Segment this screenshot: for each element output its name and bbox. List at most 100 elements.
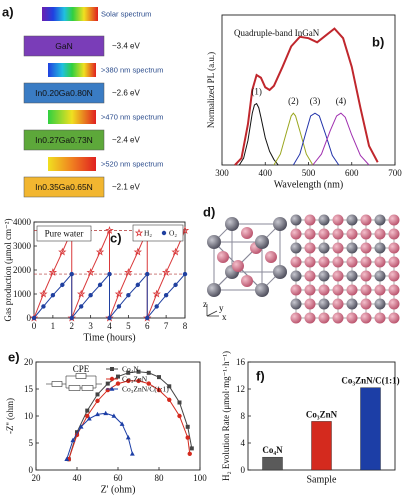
atom	[374, 214, 386, 226]
y-tick-label: 2000	[13, 265, 32, 275]
y-axis-label: Gas production (μmol cm⁻²)	[3, 218, 13, 321]
marker	[171, 247, 180, 256]
atom	[255, 235, 269, 249]
marker	[161, 230, 167, 236]
layer-box	[23, 176, 105, 198]
x-tick-label: 40	[73, 473, 83, 483]
legend-label: Co₃ZnN/C(1:1)	[122, 385, 169, 394]
atom	[346, 242, 358, 254]
marker	[39, 289, 48, 298]
circuit-element	[81, 385, 94, 391]
circuit-element	[51, 381, 63, 387]
marker	[124, 268, 133, 276]
atom	[273, 217, 287, 231]
x-axis-label: Sample	[307, 475, 338, 486]
series-line	[273, 112, 314, 166]
marker	[182, 271, 188, 277]
atom	[346, 270, 358, 282]
atom	[388, 242, 400, 254]
marker	[50, 293, 56, 298]
atom	[241, 227, 253, 239]
atom	[332, 228, 344, 240]
layer-box	[23, 129, 105, 151]
marker	[69, 271, 74, 277]
marker	[58, 247, 67, 256]
bar-label: Co₄N	[262, 445, 283, 455]
x-tick-label: 700	[388, 168, 402, 178]
marker	[78, 304, 84, 309]
series-line	[68, 371, 193, 460]
curve-label: (3)	[310, 96, 321, 106]
y-tick-label: 4	[241, 438, 246, 448]
atom	[332, 284, 344, 296]
annotation: Quadruple-band InGaN	[234, 28, 320, 38]
atom	[304, 242, 316, 254]
atom	[318, 270, 330, 282]
marker	[103, 410, 109, 416]
y-tick-label: 0	[27, 313, 32, 323]
x-axis-label: Time (hours)	[83, 333, 135, 344]
atom	[388, 298, 400, 310]
x-tick-label: 400	[259, 168, 273, 178]
y-axis-label: Normalized PL (a.u.)	[206, 52, 216, 128]
atom	[374, 228, 386, 240]
marker	[136, 369, 141, 374]
y-axis-label: H₂ Evolution Rate (μmol·mg⁻¹·h⁻¹)	[221, 351, 231, 481]
spectrum-bar	[42, 7, 98, 21]
marker	[189, 446, 194, 451]
atom	[318, 214, 330, 226]
y-tick-label: 3000	[13, 241, 32, 251]
y-tick-label: 5	[29, 438, 34, 448]
atom	[304, 284, 316, 296]
atom	[388, 270, 400, 282]
atom	[332, 242, 344, 254]
spectrum-label: Solar spectrum	[101, 10, 151, 19]
spectrum-bar	[48, 63, 96, 77]
marker	[95, 392, 100, 397]
y-tick-label: 20	[24, 357, 34, 367]
atom	[304, 214, 316, 226]
atom	[374, 242, 386, 254]
x-tick-label: 100	[193, 473, 207, 483]
atom	[318, 298, 330, 310]
x-tick-label: 1	[51, 321, 56, 331]
marker	[95, 247, 105, 256]
x-tick-label: 8	[183, 321, 188, 331]
marker	[69, 315, 74, 321]
atom	[290, 284, 302, 296]
atom	[290, 256, 302, 268]
atom	[388, 284, 400, 296]
atom	[388, 214, 400, 226]
marker	[156, 387, 162, 393]
marker	[97, 282, 103, 288]
annotation-box	[36, 225, 92, 242]
marker	[48, 268, 58, 276]
marker	[115, 381, 121, 386]
bar-label: Co₃ZnN	[306, 409, 338, 419]
x-tick-label: 5	[126, 321, 131, 331]
atom	[318, 228, 330, 240]
x-tick-label: 2	[70, 321, 75, 331]
x-tick-label: 300	[215, 168, 229, 178]
panel-label: e)	[8, 350, 20, 365]
panel-label: c)	[110, 231, 122, 246]
panel-label: b)	[372, 35, 384, 50]
marker	[86, 416, 92, 421]
marker	[116, 304, 122, 309]
panel-label: f)	[256, 369, 265, 384]
atom	[346, 298, 358, 310]
marker	[116, 374, 120, 379]
series-line	[292, 112, 340, 166]
marker	[31, 315, 37, 321]
bar-label: Co₃ZnN/C(1:1)	[341, 376, 399, 386]
y-tick-label: 12	[236, 384, 245, 394]
marker	[88, 293, 93, 298]
marker	[70, 437, 76, 443]
marker	[154, 304, 159, 309]
marker	[78, 424, 84, 429]
series-line	[234, 27, 379, 166]
atom	[332, 256, 344, 268]
atom	[318, 242, 330, 254]
y-tick-label: 8	[241, 411, 246, 421]
